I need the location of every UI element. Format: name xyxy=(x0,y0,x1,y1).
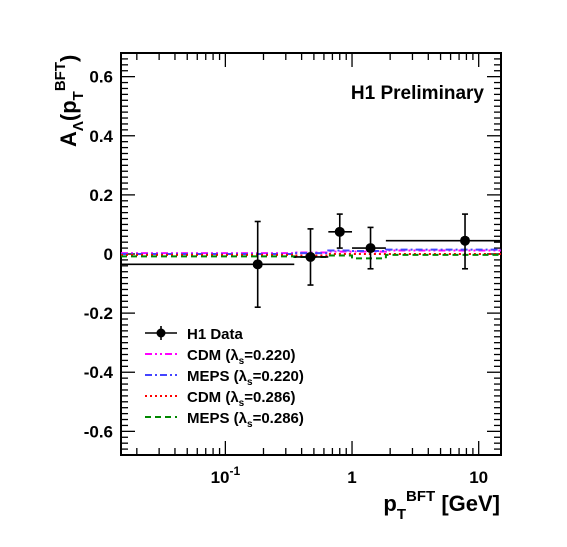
data-point xyxy=(334,226,345,237)
y-tick-label: 0.6 xyxy=(89,68,113,87)
data-point xyxy=(365,243,376,254)
y-label-close: ) xyxy=(56,55,81,62)
x-label-sub: T xyxy=(397,506,406,523)
y-axis-ticks: 0.6 0.4 0.2 0 -0.2 -0.4 -0.6 xyxy=(84,52,501,456)
y-axis-label: AΛ(pTBFT) xyxy=(52,55,87,147)
y-tick-label: 0.2 xyxy=(89,186,113,205)
y-label-arg: (p xyxy=(56,100,81,121)
legend-data-marker xyxy=(156,328,166,338)
legend-label: CDM (λs=0.286) xyxy=(187,389,296,409)
x-label-main: p xyxy=(383,491,396,516)
x-axis-ticks: 10-1 1 10 xyxy=(211,464,489,487)
y-label-sub: Λ xyxy=(70,121,87,131)
y-tick-label: -0.2 xyxy=(84,304,113,323)
model-curve-0 xyxy=(121,249,501,255)
x-tick-label: 1 xyxy=(347,468,356,487)
x-axis-label: pTBFT [GeV] xyxy=(383,488,500,523)
legend-label: MEPS (λs=0.286) xyxy=(187,410,304,430)
data-point xyxy=(460,235,471,246)
y-tick-label: -0.6 xyxy=(84,422,113,441)
x-label-sup: BFT xyxy=(406,488,435,505)
y-tick-label: -0.4 xyxy=(84,363,114,382)
x-tick-label: 10-1 xyxy=(211,464,241,487)
y-tick-label: 0.4 xyxy=(89,127,113,146)
data-point xyxy=(305,251,316,262)
y-label-arg-sup: BFT xyxy=(52,62,69,91)
x-label-unit: [GeV] xyxy=(441,491,500,516)
data-points xyxy=(121,213,501,309)
legend: H1 Data CDM (λs=0.220)MEPS (λs=0.220)CDM … xyxy=(145,326,304,430)
chart-title: H1 Preliminary xyxy=(351,83,484,104)
legend-label: MEPS (λs=0.220) xyxy=(187,368,304,388)
data-point xyxy=(252,259,263,270)
model-curve-1 xyxy=(121,248,501,255)
y-tick-label: 0 xyxy=(104,245,113,264)
minor-ticks xyxy=(136,53,480,455)
x-tick-label: 10 xyxy=(469,468,488,487)
y-label-main: A xyxy=(56,131,81,147)
y-label-arg-sub: T xyxy=(70,91,87,100)
model-curve-2 xyxy=(121,253,501,257)
legend-label: CDM (λs=0.220) xyxy=(187,347,296,367)
legend-label: H1 Data xyxy=(187,326,244,343)
